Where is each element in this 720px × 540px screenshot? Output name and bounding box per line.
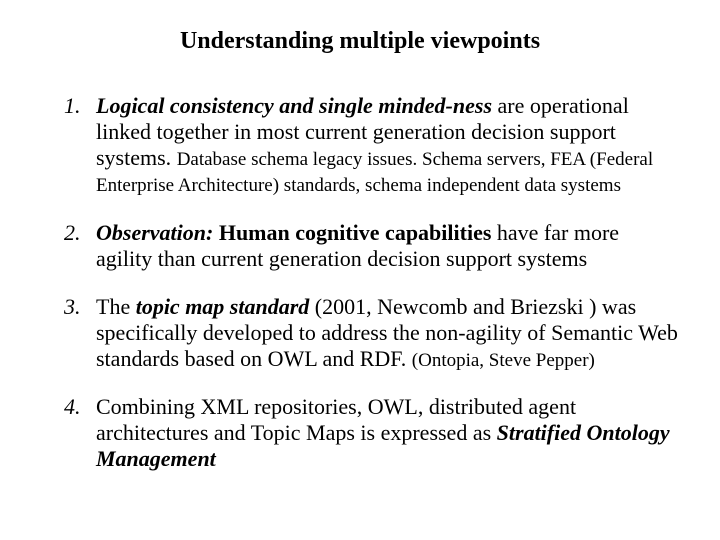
item1-small: Database schema legacy issues. Schema se…: [96, 149, 653, 196]
bullet-list: Logical consistency and single minded-ne…: [40, 93, 680, 472]
item3-topic-map: topic map standard: [136, 294, 310, 319]
slide-title: Understanding multiple viewpoints: [40, 28, 680, 55]
item3-a: The: [96, 294, 136, 319]
list-item: Logical consistency and single minded-ne…: [86, 93, 680, 198]
item2-observation: Observation:: [96, 220, 219, 245]
list-item: Observation: Human cognitive capabilitie…: [86, 220, 680, 272]
list-item: Combining XML repositories, OWL, distrib…: [86, 394, 680, 472]
list-item: The topic map standard (2001, Newcomb an…: [86, 294, 680, 372]
item1-bold-italic: Logical consistency and single minded-ne…: [96, 93, 492, 118]
item2-capabilities: Human cognitive capabilities: [219, 220, 492, 245]
slide: Understanding multiple viewpoints Logica…: [0, 0, 720, 540]
item3-small: (Ontopia, Steve Pepper): [412, 350, 595, 371]
